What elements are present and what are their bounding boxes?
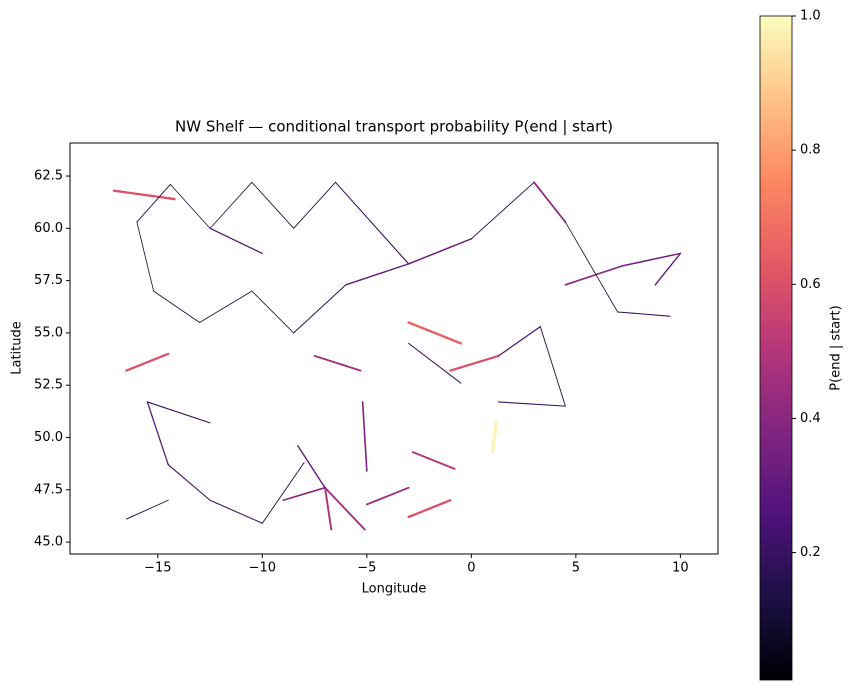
colorbar-tick-label: 0.6 [800,277,821,292]
transport-edge [334,181,410,265]
transport-edge [146,401,169,466]
y-tick-label: 57.5 [34,273,63,288]
y-tick-label: 47.5 [34,482,63,497]
transport-edge [136,221,155,292]
transport-edge [251,181,295,229]
x-tick-label: −5 [357,561,376,576]
transport-edge [261,462,305,524]
x-tick-label: 5 [572,561,580,576]
transport-edge [282,486,326,502]
y-tick-label: 55.0 [34,325,63,340]
transport-edge [365,486,410,506]
transport-edge [408,342,462,384]
transport-edge [564,221,619,313]
transport-edge [449,354,500,372]
transport-edge [125,499,169,520]
transport-edge [407,499,452,519]
transport-edge [209,181,253,229]
transport-edge [361,401,368,472]
transport-edge [497,326,541,357]
transport-edge [324,486,333,531]
colorbar-tick-label: 0.8 [800,143,821,158]
transport-edge [407,238,473,265]
transport-edge [136,183,171,223]
plot-frame [69,142,719,555]
transport-edge [313,355,362,372]
y-tick-label: 45.0 [34,535,63,550]
transport-edge [167,464,211,501]
y-tick-label: 62.5 [34,169,63,184]
transport-edge [324,486,366,531]
transport-edge [654,252,682,286]
transport-edge [199,290,253,323]
y-tick-label: 60.0 [34,221,63,236]
transport-edge [497,401,566,407]
x-axis-label: Longitude [362,582,427,597]
colorbar-tick-label: 0.2 [800,545,821,560]
plot-area [70,143,718,554]
transport-edge [490,421,499,454]
colorbar-tick-label: 1.0 [800,9,821,24]
transport-edge [297,445,326,489]
transport-edge [293,181,336,229]
colorbar [759,15,793,681]
x-tick-label: 0 [467,561,475,576]
transport-edge [112,189,176,201]
transport-edge [169,184,211,229]
transport-edge [617,311,671,317]
transport-edge [345,263,410,286]
transport-edge [293,284,347,334]
transport-edge [621,252,682,267]
colorbar-tick-label: 0.4 [800,411,821,426]
transport-edge [539,326,566,407]
y-tick-label: 52.5 [34,378,63,393]
transport-edge [209,499,263,524]
chart-title: NW Shelf — conditional transport probabi… [175,118,613,136]
transport-edge [125,352,170,372]
transport-edge [153,290,201,323]
transport-edge [251,290,295,334]
transport-edge [146,401,211,424]
transport-edge [533,181,567,223]
x-tick-label: −10 [249,561,276,576]
colorbar-label: P(end | start) [829,305,844,390]
transport-edge [209,227,263,255]
transport-edge [564,265,623,286]
y-tick-label: 50.0 [34,430,63,445]
transport-edge [470,181,535,240]
transport-edge [411,451,456,470]
x-tick-label: 10 [672,561,689,576]
x-tick-label: −15 [144,561,171,576]
transport-edge [407,321,463,345]
y-axis-label: Latitude [10,321,25,375]
